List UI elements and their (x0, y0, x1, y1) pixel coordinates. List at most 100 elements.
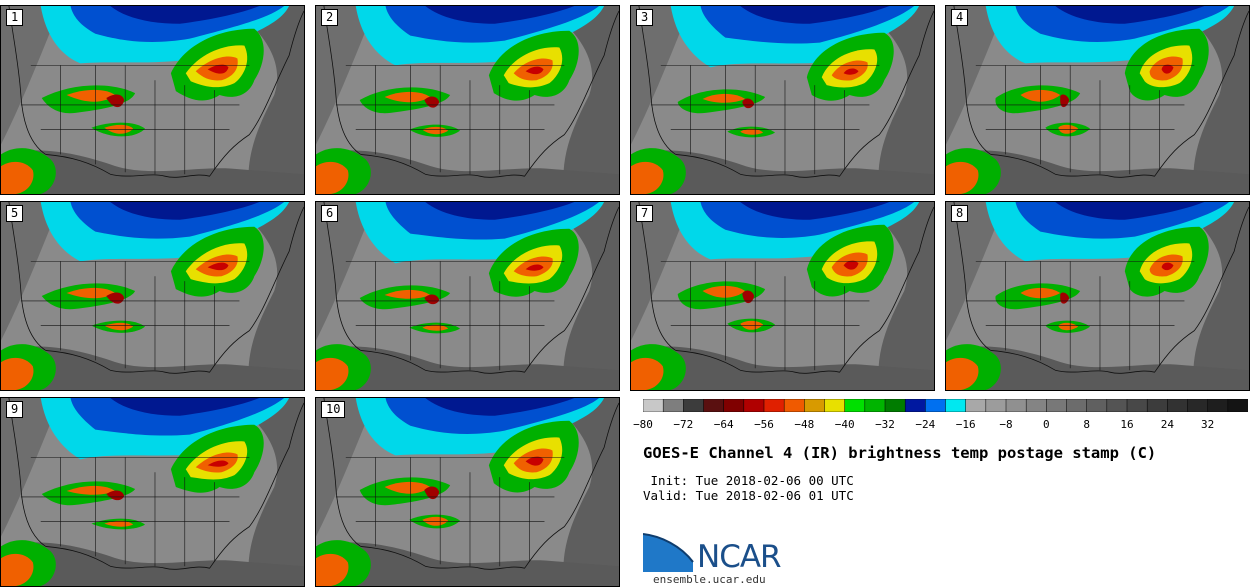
ensemble-member-panel: 3 (630, 5, 935, 195)
map-boundary-line (1005, 261, 1160, 371)
sw-convection-orange (316, 357, 349, 390)
colorbar-swatch (884, 399, 906, 412)
ir-satellite-map (316, 398, 619, 586)
map-boundary-line (375, 261, 530, 371)
southern-cell-orange (1058, 322, 1079, 331)
very-cold-tops (110, 202, 260, 220)
ir-satellite-map (631, 202, 934, 390)
map-boundary-line (323, 6, 361, 155)
colorbar-swatch (824, 399, 846, 412)
plains-orange (384, 481, 431, 494)
very-cold-tops (425, 202, 575, 220)
sw-convection-orange (316, 161, 349, 194)
colorbar-swatch (1227, 399, 1248, 412)
deep-cloud-band (70, 202, 285, 239)
pacific-ocean (316, 6, 376, 145)
southern-cell-orange (104, 124, 134, 134)
colorbar-swatch (1066, 399, 1088, 412)
ensemble-member-panel: 7 (630, 201, 935, 391)
deep-cloud-band (70, 398, 285, 436)
deep-cloud-band (700, 202, 915, 238)
southern-cell-orange (422, 516, 449, 526)
colorbar-swatch (662, 399, 685, 412)
pacific-ocean (1, 6, 61, 145)
plains-red (106, 94, 125, 108)
panel-number-label: 9 (6, 401, 24, 418)
gulf-ocean (631, 346, 934, 390)
colorbar-swatch (925, 399, 947, 412)
plains-orange (66, 287, 116, 299)
map-boundary-line (675, 10, 934, 178)
panel-number-label: 4 (951, 9, 969, 26)
very-cold-tops (425, 398, 575, 416)
colorbar-swatch (1005, 399, 1027, 412)
colorbar-swatch (743, 399, 765, 412)
ocean-east (229, 398, 304, 586)
init-time: Init: Tue 2018-02-06 00 UTC (643, 473, 854, 488)
map-boundary-line (45, 402, 304, 570)
map-boundary-line (953, 6, 991, 155)
ir-satellite-map (946, 202, 1249, 390)
sw-convection-orange (946, 161, 979, 194)
ensemble-member-panel: 4 (945, 5, 1250, 195)
ocean-east (859, 6, 934, 194)
colorbar-tick-label: −16 (955, 418, 976, 431)
plains-orange (66, 485, 116, 495)
plains-red (1060, 94, 1070, 108)
map-boundary-line (638, 6, 676, 155)
very-cold-tops (1055, 202, 1205, 220)
southern-cell-orange (740, 128, 764, 135)
ir-satellite-map (946, 6, 1249, 194)
colorbar-swatch (1167, 399, 1189, 412)
colorbar-tick-labels: −80 −72 −64 −56 −48 −40 −32 −24 −16 −8 0 8 16 24 32 (633, 413, 1248, 433)
ensemble-member-panel: 5 (0, 201, 305, 391)
deep-cloud-band (385, 202, 600, 240)
map-boundary-line (8, 6, 46, 155)
panel-number-label: 10 (321, 401, 346, 418)
colorbar-swatch (703, 399, 725, 412)
southern-cell-orange (104, 520, 134, 527)
colorbar-swatch (965, 399, 987, 412)
sw-convection-orange (631, 161, 664, 194)
plains-red (742, 98, 755, 109)
map-boundary-line (965, 300, 1185, 326)
map-boundary-line (335, 104, 555, 130)
colorbar-swatch (1126, 399, 1148, 412)
ocean-east (1174, 202, 1249, 390)
map-boundary-line (20, 496, 240, 522)
ncar-logo-icon (643, 533, 694, 572)
map-boundary-line (360, 402, 619, 570)
storm-red (525, 456, 544, 466)
sw-convection-orange (946, 357, 979, 390)
colorbar-swatch (763, 399, 785, 412)
ir-satellite-map (1, 202, 304, 390)
colorbar-tick-label: 0 (1043, 418, 1050, 431)
colorbar-tick-label: 16 (1120, 418, 1134, 431)
colorbar-swatch (643, 399, 664, 412)
plains-orange (702, 285, 746, 298)
map-boundary-line (60, 457, 215, 567)
gulf-ocean (316, 346, 619, 390)
storm-red (525, 66, 544, 75)
storm-red (843, 260, 859, 270)
deep-cloud-band (385, 398, 600, 434)
map-boundary-line (45, 10, 304, 178)
sw-convection-orange (631, 357, 664, 390)
colorbar-tick-label: −48 (794, 418, 815, 431)
map-boundary-line (953, 202, 991, 351)
storm-red (843, 68, 859, 75)
plains-orange (384, 91, 431, 103)
colorbar-swatch (864, 399, 886, 412)
colorbar-tick-label: −72 (673, 418, 694, 431)
ensemble-member-panel: 6 (315, 201, 620, 391)
southern-cell-orange (104, 322, 134, 331)
deep-cloud-band (385, 6, 600, 43)
plains-red (106, 490, 125, 501)
colorbar-tick-label: −24 (915, 418, 936, 431)
plains-red (742, 290, 755, 304)
colorbar-swatch (1046, 399, 1068, 412)
map-boundary-line (690, 261, 845, 371)
gulf-ocean (1, 542, 304, 586)
pacific-ocean (631, 202, 691, 341)
colorbar-swatch (723, 399, 745, 412)
